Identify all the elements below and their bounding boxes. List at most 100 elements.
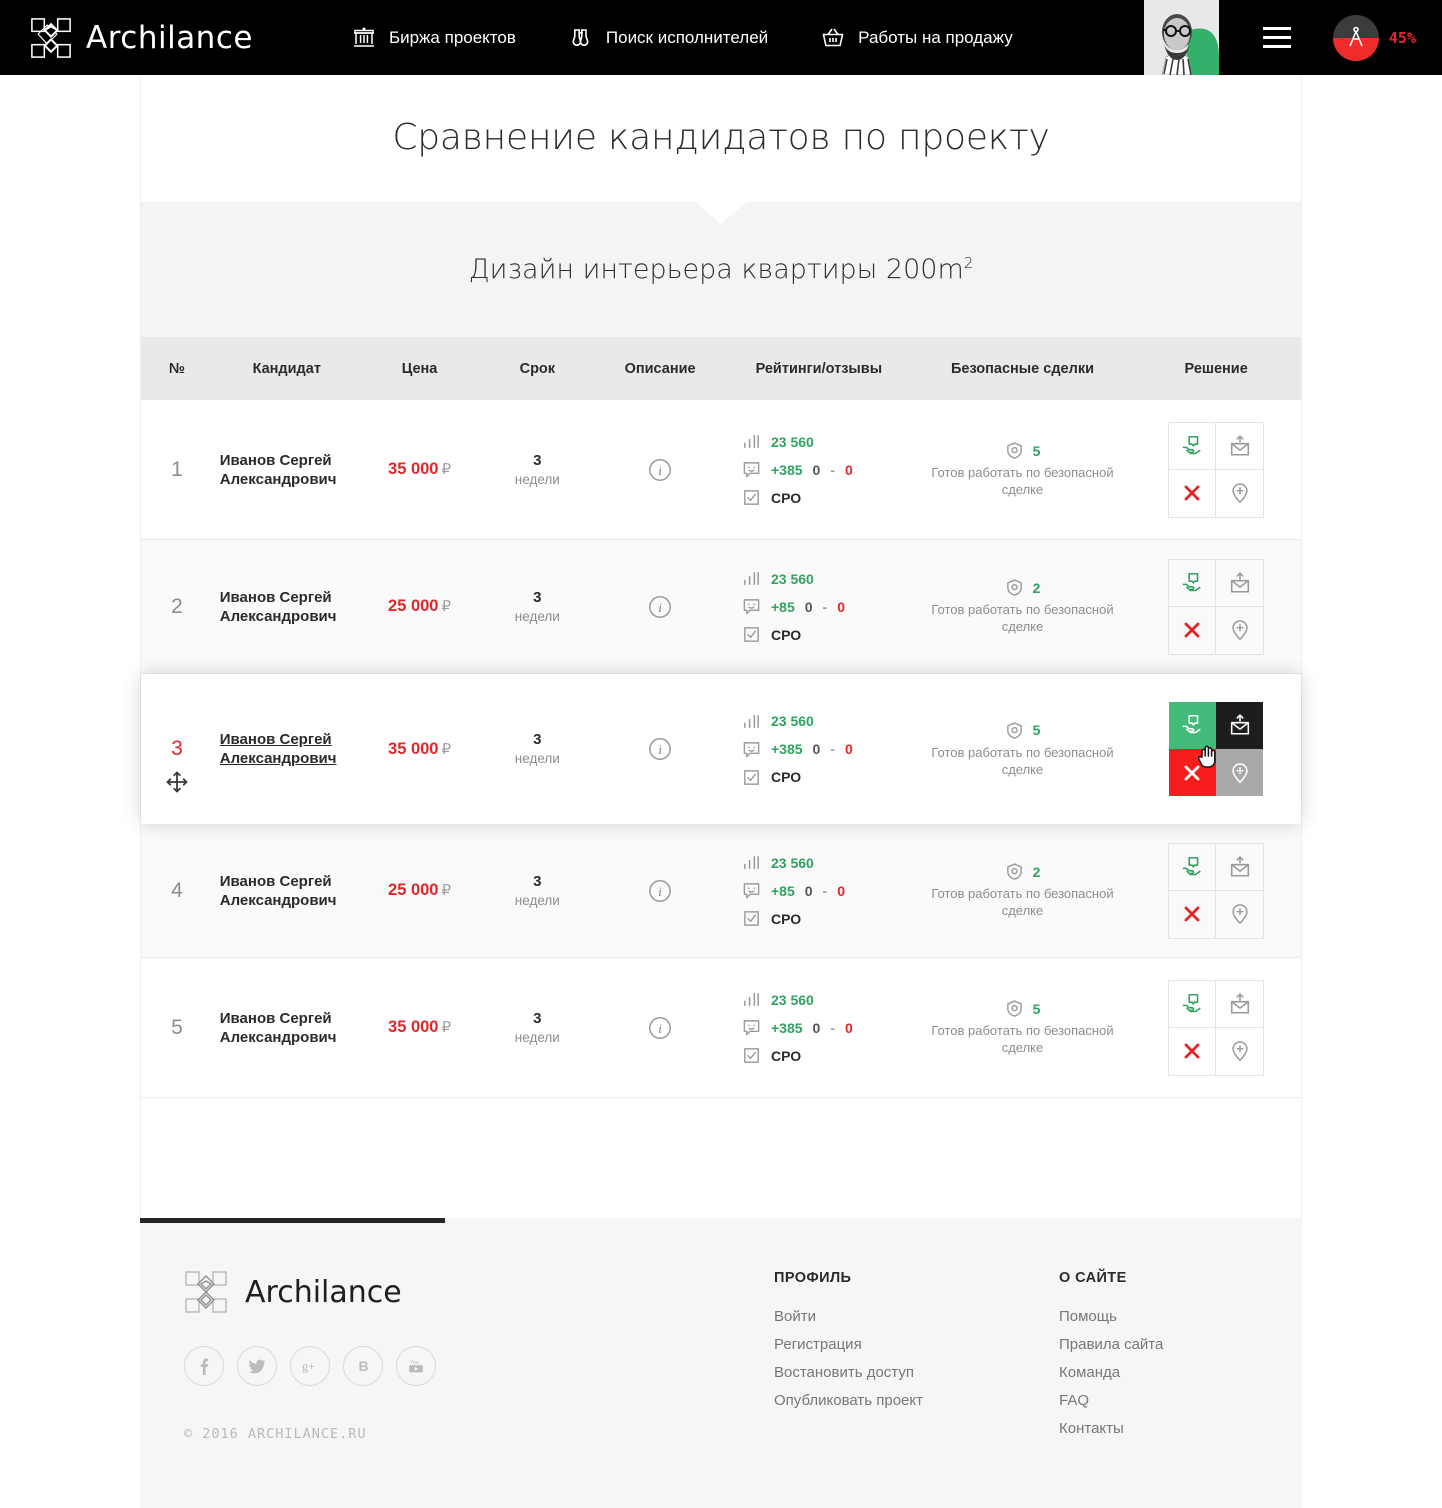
action-reject-button[interactable] (1169, 469, 1217, 517)
checkbox-checked-icon (744, 1048, 759, 1063)
nav-item-works-for-sale[interactable]: Работы на продажу (820, 25, 1013, 51)
nav-item-projects[interactable]: Биржа проектов (351, 25, 516, 51)
footer-link[interactable]: Регистрация (774, 1336, 862, 1353)
row-number-cell: 3 (141, 674, 213, 824)
avatar-photo (1143, 0, 1219, 75)
reviews-neutral: 0 (804, 882, 813, 899)
row-number: 5 (171, 1015, 183, 1039)
google-plus-icon[interactable]: g+ (290, 1346, 330, 1386)
action-send-button[interactable] (1216, 844, 1264, 891)
svg-text:g+: g+ (302, 1360, 316, 1374)
handshake-deal-icon (1182, 856, 1201, 875)
reviews-neutral: 0 (804, 598, 813, 615)
action-accept-button[interactable] (1169, 559, 1217, 607)
rating-views-value: 23 560 (771, 713, 814, 729)
footer-link[interactable]: Войти (774, 1308, 816, 1325)
action-buttons-group (1168, 979, 1265, 1076)
row-number: 3 (171, 737, 183, 760)
youtube-icon[interactable]: You (396, 1346, 436, 1386)
info-icon[interactable]: i (647, 1015, 673, 1041)
footer-link[interactable]: Востановить доступ (774, 1364, 914, 1381)
action-accept-button[interactable] (1169, 980, 1217, 1028)
action-reject-button[interactable] (1169, 890, 1217, 938)
main-nav: Биржа проектов Поиск исполнителей Рабо (351, 25, 1013, 51)
info-icon[interactable]: i (647, 594, 673, 620)
reviews-line: +85 0 - 0 (742, 597, 845, 616)
candidate-name[interactable]: Иванов Сергей Александрович (219, 731, 337, 767)
copyright-text: © 2016 ARCHILANCE.RU (184, 1426, 367, 1442)
project-banner: Дизайн интерьера квартиры 200m2 (141, 202, 1301, 337)
column-header-safe-deals: Безопасные сделки (950, 360, 1094, 377)
action-buttons-group (1168, 701, 1264, 797)
action-reject-button[interactable] (1169, 749, 1217, 796)
term-value: 3 (533, 872, 542, 890)
row-number-cell: 2 (141, 540, 213, 673)
footer-link[interactable]: Правила сайта (1059, 1336, 1164, 1353)
action-send-button[interactable] (1216, 702, 1264, 749)
action-send-button[interactable] (1216, 981, 1264, 1028)
table-row[interactable]: 5 Иванов Сергей Александрович 35 000 ₽ 3 … (141, 958, 1301, 1098)
nav-item-search-performers[interactable]: Поиск исполнителей (568, 25, 768, 51)
footer-link[interactable]: Опубликовать проект (774, 1392, 923, 1409)
send-mail-icon (1230, 434, 1249, 456)
table-row[interactable]: 3 Иванов Сергей Александрович 35 000 ₽ 3 (141, 674, 1301, 824)
safe-deals-text: Готов работать по безопасной сделке (931, 886, 1114, 918)
handshake-deal-icon (1182, 993, 1201, 1012)
reviews-positive: +85 (771, 598, 795, 615)
action-pin-button[interactable] (1216, 470, 1263, 517)
facebook-icon[interactable] (184, 1346, 224, 1386)
action-pin-button[interactable] (1216, 891, 1263, 938)
footer-link[interactable]: Помощь (1059, 1308, 1117, 1325)
hamburger-menu-button[interactable] (1257, 0, 1297, 75)
footer-column-profile: ПРОФИЛЬ Войти Регистрация Востановить дост… (774, 1270, 1059, 1448)
term-cell: 3 недели (478, 674, 596, 824)
action-pin-button[interactable] (1216, 607, 1263, 654)
action-send-button[interactable] (1216, 423, 1264, 470)
safe-deals-count: 2 (1032, 579, 1041, 596)
rating-views-value: 23 560 (771, 854, 814, 871)
page-container: Сравнение кандидатов по проекту Дизайн и… (140, 75, 1302, 1218)
action-reject-button[interactable] (1169, 1027, 1217, 1075)
row-number: 2 (171, 594, 183, 618)
table-row[interactable]: 4 Иванов Сергей Александрович 25 000 ₽ 3 … (141, 824, 1301, 958)
currency-symbol: ₽ (441, 740, 452, 758)
reviews-neutral: 0 (812, 741, 821, 757)
user-avatar[interactable] (1143, 0, 1219, 75)
safe-deals-text: Готов работать по безопасной сделке (931, 602, 1114, 634)
vk-icon[interactable]: B (343, 1346, 383, 1386)
twitter-icon[interactable] (237, 1346, 277, 1386)
send-mail-icon (1230, 714, 1249, 735)
price-value: 35 000 ₽ (388, 739, 452, 758)
safe-deals-cell: 5 Готов работать по безопасной сделке (914, 674, 1132, 824)
table-row[interactable]: 2 Иванов Сергей Александрович 25 000 ₽ 3 … (141, 540, 1301, 674)
action-accept-button[interactable] (1169, 702, 1217, 749)
safe-deals-count: 5 (1032, 442, 1041, 459)
info-icon[interactable]: i (647, 736, 673, 762)
footer-heading-profile: ПРОФИЛЬ (774, 1270, 852, 1286)
action-pin-button[interactable] (1216, 1028, 1263, 1075)
footer-logo[interactable]: Archilance (184, 1270, 774, 1314)
action-pin-button[interactable] (1216, 749, 1264, 796)
reviews-negative: 0 (845, 1019, 853, 1036)
footer-link[interactable]: FAQ (1059, 1392, 1090, 1409)
term-unit: недели (514, 471, 560, 487)
action-reject-button[interactable] (1169, 606, 1217, 654)
action-accept-button[interactable] (1169, 422, 1217, 470)
action-send-button[interactable] (1216, 560, 1264, 607)
ratings-cell: 23 560 +385 0 - 0 (724, 958, 914, 1097)
footer-link[interactable]: Контакты (1059, 1420, 1124, 1437)
nav-label-projects: Биржа проектов (388, 27, 516, 47)
move-arrows-icon[interactable] (165, 770, 189, 794)
action-accept-button[interactable] (1169, 843, 1217, 891)
sro-line: СРО (742, 1046, 801, 1065)
currency-symbol: ₽ (441, 598, 452, 615)
info-icon[interactable]: i (647, 878, 673, 904)
footer-brand-name: Archilance (245, 1274, 402, 1310)
brand-logo[interactable]: Archilance (30, 17, 253, 59)
info-icon[interactable]: i (647, 457, 673, 483)
candidates-table-body: 1 Иванов Сергей Александрович 35 000 ₽ 3 … (141, 400, 1301, 1098)
footer-link[interactable]: Команда (1059, 1364, 1121, 1381)
term-unit: недели (514, 1029, 560, 1045)
profile-progress[interactable]: 45% (1332, 14, 1416, 61)
table-row[interactable]: 1 Иванов Сергей Александрович 35 000 ₽ 3 … (141, 400, 1301, 540)
